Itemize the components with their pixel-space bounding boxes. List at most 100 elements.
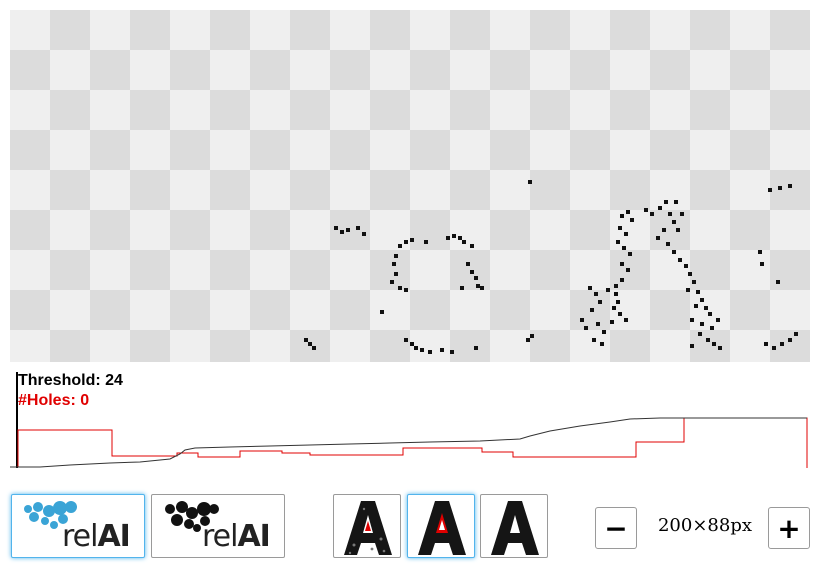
speckle-pixel	[414, 346, 418, 350]
speckle-pixel	[308, 342, 312, 346]
speckle-pixel	[630, 218, 634, 222]
speckle-pixel	[618, 312, 622, 316]
speckle-pixel	[466, 262, 470, 266]
speckle-pixel	[708, 312, 712, 316]
size-readout: 200×88px	[657, 515, 753, 536]
speckle-pixel	[420, 348, 424, 352]
glyph-noisy-tile[interactable]	[333, 494, 401, 558]
holes-count-label: #Holes: 0	[18, 392, 90, 409]
threshold-plot[interactable]	[10, 370, 810, 470]
speckle-pixel	[624, 318, 628, 322]
speckle-pixel	[470, 270, 474, 274]
speckle-pixel	[694, 304, 698, 308]
speckle-pixel	[764, 342, 768, 346]
threshold-label: Threshold: 24	[18, 372, 123, 389]
logo-wordmark: relAI	[62, 519, 131, 554]
speckle-pixel	[716, 318, 720, 322]
speckle-pixel	[704, 306, 708, 310]
count-curve	[10, 417, 807, 468]
speckle-pixel	[404, 338, 408, 342]
speckle-pixel	[424, 240, 428, 244]
zoom-in-button[interactable]: +	[768, 507, 810, 549]
speckle-pixel	[334, 226, 338, 230]
logo-color-tile[interactable]: relAI	[11, 494, 145, 558]
speckle-pixel	[410, 342, 414, 346]
speckle-pixel	[698, 332, 702, 336]
speckle-pixel	[392, 262, 396, 266]
speckle-pixel	[356, 226, 360, 230]
holes-curve	[10, 417, 808, 468]
speckle-pixel	[380, 310, 384, 314]
speckle-pixel	[772, 346, 776, 350]
speckle-pixel	[600, 342, 604, 346]
speckle-pixel	[620, 278, 624, 282]
speckle-pixel	[622, 246, 626, 250]
speckle-pixel	[780, 342, 784, 346]
speckle-pixel	[758, 250, 762, 254]
speckle-pixel	[480, 286, 484, 290]
speckle-pixel	[672, 220, 676, 224]
speckle-pixel	[662, 228, 666, 232]
threshold-graph[interactable]	[10, 370, 810, 470]
speckle-pixel	[680, 212, 684, 216]
speckle-pixel	[606, 288, 610, 292]
speckle-pixel	[602, 330, 606, 334]
speckle-pixel	[696, 290, 700, 294]
speckle-pixel	[650, 212, 654, 216]
speckle-pixel	[624, 232, 628, 236]
speckle-pixel	[626, 210, 630, 214]
speckle-pixel	[404, 240, 408, 244]
logo-black-tile[interactable]: relAI	[151, 494, 285, 558]
speckle-pixel	[616, 240, 620, 244]
speckle-pixel	[676, 228, 680, 232]
speckle-pixel	[346, 228, 350, 232]
speckle-pixel	[628, 252, 632, 256]
speckle-pixel	[794, 332, 798, 336]
speckle-pixel	[452, 234, 456, 238]
speckle-pixel	[612, 306, 616, 310]
speckle-pixel	[458, 236, 462, 240]
speckle-pixel	[440, 348, 444, 352]
speckle-pixel	[688, 272, 692, 276]
speckle-pixel	[398, 244, 402, 248]
letter-a-noisy-icon	[344, 501, 392, 555]
speckle-pixel	[304, 338, 308, 342]
speckle-pixel	[450, 350, 454, 354]
speckle-pixel	[678, 258, 682, 262]
speckle-pixel	[410, 238, 414, 242]
speckle-pixel	[668, 212, 672, 216]
speckle-pixel	[620, 262, 624, 266]
preview-canvas	[10, 10, 810, 362]
letter-a-outline-icon	[418, 501, 466, 555]
speckle-pixel	[788, 338, 792, 342]
speckle-pixel	[476, 284, 480, 288]
speckle-pixel	[390, 280, 394, 284]
speckle-pixel	[474, 276, 478, 280]
glyph-outline-tile[interactable]	[407, 494, 475, 558]
speckle-pixel	[470, 244, 474, 248]
speckle-pixel	[616, 300, 620, 304]
speckle-pixel	[620, 214, 624, 218]
speckle-pixel	[394, 272, 398, 276]
speckle-pixel	[656, 236, 660, 240]
speckle-pixel	[526, 338, 530, 342]
speckle-pixel	[404, 288, 408, 292]
speckle-pixel	[618, 226, 622, 230]
speckle-pixel	[672, 250, 676, 254]
speckle-pixel	[594, 292, 598, 296]
speckle-pixel	[614, 284, 618, 288]
speckle-pixel	[340, 230, 344, 234]
speckle-pixel	[686, 288, 690, 292]
logo-wordmark: relAI	[202, 519, 271, 554]
speckle-pixel	[700, 298, 704, 302]
speckle-pixel	[760, 262, 764, 266]
speckle-pixel	[446, 236, 450, 240]
speckle-pixel	[428, 350, 432, 354]
speckle-pixel	[776, 280, 780, 284]
glyph-clean-tile[interactable]	[480, 494, 548, 558]
speckle-pixel	[462, 240, 466, 244]
speckle-pixel	[684, 264, 688, 268]
speckle-pixel	[530, 334, 534, 338]
zoom-out-button[interactable]: −	[595, 507, 637, 549]
speckle-pixel	[718, 346, 722, 350]
